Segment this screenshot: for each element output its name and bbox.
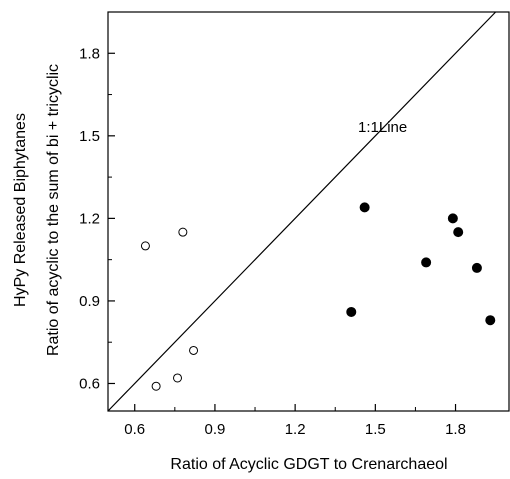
- reference-line-1-1: [107, 11, 497, 412]
- open-circle-point-1: [178, 227, 188, 237]
- y-tick-label: 1.5: [79, 128, 100, 145]
- x-tick-label: 1.5: [365, 421, 386, 438]
- open-circle-point-3: [173, 373, 183, 383]
- filled-circle-point-0: [359, 202, 370, 213]
- x-tick-label: 0.9: [205, 421, 226, 438]
- x-tick-label: 1.8: [445, 421, 466, 438]
- open-circle-point-0: [140, 241, 150, 251]
- open-circle-point-2: [189, 345, 199, 355]
- x-axis: 0.6 0.9 1.2 1.5 1.8: [124, 404, 466, 438]
- filled-circle-point-2: [421, 257, 432, 268]
- filled-circle-point-6: [485, 315, 496, 326]
- x-tick-label: 0.6: [124, 421, 145, 438]
- x-axis-label: Ratio of Acyclic GDGT to Crenarchaeol: [170, 456, 447, 473]
- plot-frame: [107, 11, 510, 412]
- filled-circle-point-1: [346, 306, 357, 317]
- filled-circle-point-4: [453, 227, 464, 238]
- y-tick-label: 1.2: [79, 210, 100, 227]
- x-tick-label: 1.2: [285, 421, 306, 438]
- y-tick-label: 0.9: [79, 293, 100, 310]
- y-tick-label: 1.8: [79, 45, 100, 62]
- filled-circle-point-5: [471, 262, 482, 273]
- y-axis-label-line-1: HyPy Released Biphytanes: [12, 113, 29, 307]
- y-axis: 0.6 0.9 1.2 1.5 1.8: [79, 45, 115, 392]
- filled-circle-point-3: [447, 213, 458, 224]
- y-tick-label: 0.6: [79, 375, 100, 392]
- plot-content: [107, 11, 497, 412]
- y-axis-label-line-2: Ratio of acyclic to the sum of bi + tric…: [45, 64, 62, 356]
- open-circle-point-4: [151, 381, 161, 391]
- reference-line-label: 1:1Line: [358, 119, 407, 136]
